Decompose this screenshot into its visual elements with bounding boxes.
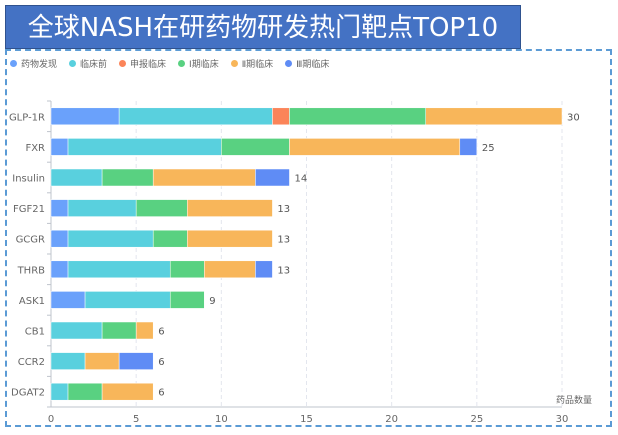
bar-segment <box>221 138 290 156</box>
total-label: 6 <box>158 388 164 399</box>
total-label: 9 <box>209 296 215 307</box>
bar-segment <box>152 168 256 187</box>
bar-segment <box>84 352 120 370</box>
bar-segment <box>50 382 69 401</box>
legend-marker-icon <box>119 60 127 67</box>
total-label: 13 <box>277 265 290 276</box>
x-tick-label: 15 <box>300 414 313 425</box>
x-tick-label: 20 <box>385 414 398 425</box>
legend-label: Ⅲ期临床 <box>296 60 330 70</box>
bar-segment <box>169 260 205 279</box>
bar-segment <box>50 260 69 279</box>
legend-label: 药物发现 <box>21 60 58 70</box>
x-tick-label: 0 <box>48 414 54 425</box>
bar-segment <box>169 291 205 309</box>
legend-item[interactable]: Ⅰ期临床 <box>178 57 219 70</box>
bar-segment <box>67 382 103 401</box>
legend-item[interactable]: Ⅱ期临床 <box>230 57 274 70</box>
bar-segment <box>152 229 188 248</box>
category-label: FGF21 <box>13 204 45 215</box>
bar-segment <box>255 260 273 279</box>
bar-segment <box>135 199 188 217</box>
bar-segment <box>255 168 290 187</box>
x-tick-label: 10 <box>215 414 228 425</box>
bar-segment <box>425 107 563 126</box>
legend-item[interactable]: 申报临床 <box>119 57 166 70</box>
bar-segment <box>135 321 154 340</box>
bar-segment <box>289 107 426 126</box>
legend-item[interactable]: 药物发现 <box>10 57 57 70</box>
bar-segment <box>50 352 86 370</box>
bar-segment <box>67 138 222 156</box>
bar-segment <box>84 291 171 309</box>
chart-title-bar: 全球NASH在研药物研发热门靶点TOP10 <box>5 5 521 49</box>
legend-label: 临床前 <box>80 60 108 70</box>
category-label: GCGR <box>16 235 45 246</box>
bar-segment <box>187 229 273 248</box>
category-label: Insulin <box>12 174 45 185</box>
total-label: 30 <box>567 112 580 123</box>
bar-segment <box>101 382 154 401</box>
bar-segment <box>50 229 69 248</box>
total-label: 13 <box>277 235 290 246</box>
total-label: 14 <box>294 174 307 185</box>
category-label: THRB <box>17 265 46 276</box>
x-tick-label: 5 <box>133 414 139 425</box>
bar-segment <box>50 107 120 126</box>
category-label: DGAT2 <box>11 388 45 399</box>
category-label: FXR <box>25 143 45 154</box>
legend-marker-icon <box>178 60 186 67</box>
legend-item[interactable]: 临床前 <box>69 57 107 70</box>
legend-marker-icon <box>230 60 238 67</box>
bar-segment <box>50 291 86 309</box>
chart-frame <box>5 49 612 427</box>
bar-segment <box>50 199 69 217</box>
category-label: ASK1 <box>19 296 45 307</box>
legend-marker-icon <box>285 60 293 67</box>
x-tick-label: 25 <box>470 414 483 425</box>
total-label: 25 <box>482 143 495 154</box>
bar-segment <box>50 321 103 340</box>
category-label: GLP-1R <box>9 112 45 123</box>
bar-segment <box>187 199 273 217</box>
total-label: 6 <box>158 357 164 368</box>
bar-segment <box>67 199 137 217</box>
x-tick-label: 30 <box>556 414 569 425</box>
bar-segment <box>289 138 461 156</box>
category-label: CB1 <box>25 327 45 338</box>
bar-segment <box>50 168 103 187</box>
bar-segment <box>101 168 154 187</box>
bar-segment <box>67 260 171 279</box>
legend-marker-icon <box>10 60 17 67</box>
legend-label: Ⅱ期临床 <box>241 60 274 70</box>
bar-segment <box>50 138 69 156</box>
legend: 药物发现 临床前 申报临床 Ⅰ期临床 Ⅱ期临床 Ⅲ期临床 <box>10 57 329 70</box>
legend-label: 申报临床 <box>130 60 167 70</box>
bar-segment <box>204 260 256 279</box>
legend-marker-icon <box>69 60 77 67</box>
bar-segment <box>67 229 154 248</box>
bar-segment <box>272 107 290 126</box>
x-axis-title: 药品数量 <box>556 394 592 406</box>
total-label: 13 <box>277 204 290 215</box>
bar-segment <box>118 352 154 370</box>
total-label: 6 <box>158 327 164 338</box>
chart-title: 全球NASH在研药物研发热门靶点TOP10 <box>27 13 499 43</box>
legend-label: Ⅰ期临床 <box>189 60 219 70</box>
category-label: CCR2 <box>18 357 45 368</box>
bar-segment <box>459 138 478 156</box>
bar-segment <box>118 107 273 126</box>
bar-segment <box>101 321 137 340</box>
legend-item[interactable]: Ⅲ期临床 <box>285 57 329 70</box>
